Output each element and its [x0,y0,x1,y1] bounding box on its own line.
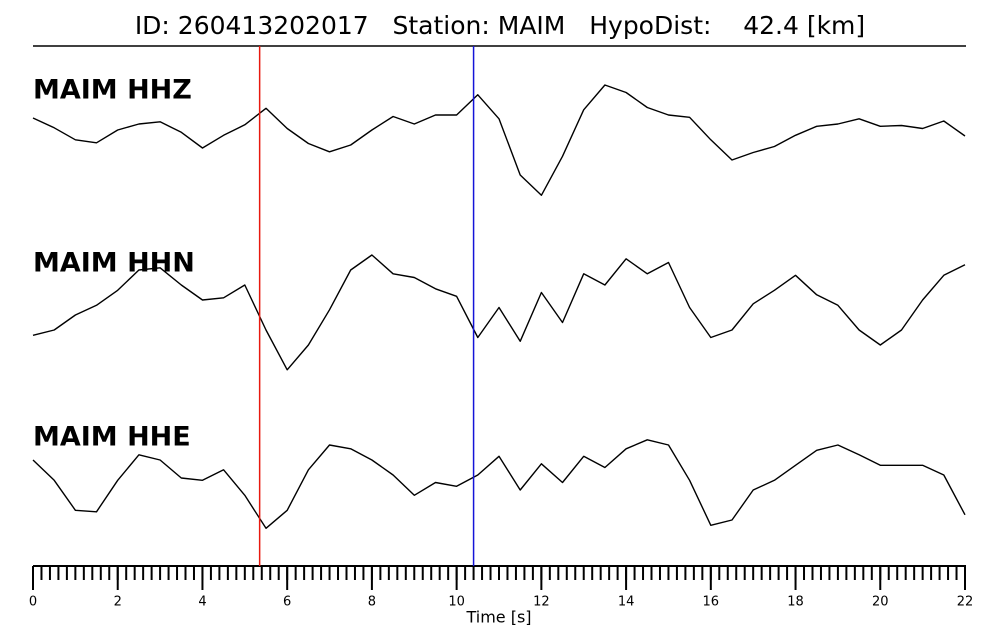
chart-title: ID: 260413202017 Station: MAIM HypoDist:… [135,11,865,40]
trace [32,254,966,371]
x-tick-label: 2 [114,595,122,610]
x-tick-label: 12 [533,595,550,610]
trace-label: MAIM HHZ [33,75,192,106]
x-tick-label: 18 [787,595,804,610]
x-tick-label: 4 [198,595,206,610]
x-tick-label: 22 [957,595,974,610]
x-tick-label: 16 [703,595,720,610]
x-axis-label: Time [s] [465,608,531,627]
x-tick-label: 14 [618,595,635,610]
x-tick-label: 0 [29,595,37,610]
x-tick-label: 10 [448,595,465,610]
trace-label: MAIM HHN [33,248,195,279]
trace [32,84,966,196]
x-tick-label: 8 [368,595,376,610]
x-tick-label: 6 [283,595,291,610]
x-tick-label: 20 [872,595,889,610]
trace [32,439,966,529]
trace-label: MAIM HHE [33,422,191,453]
